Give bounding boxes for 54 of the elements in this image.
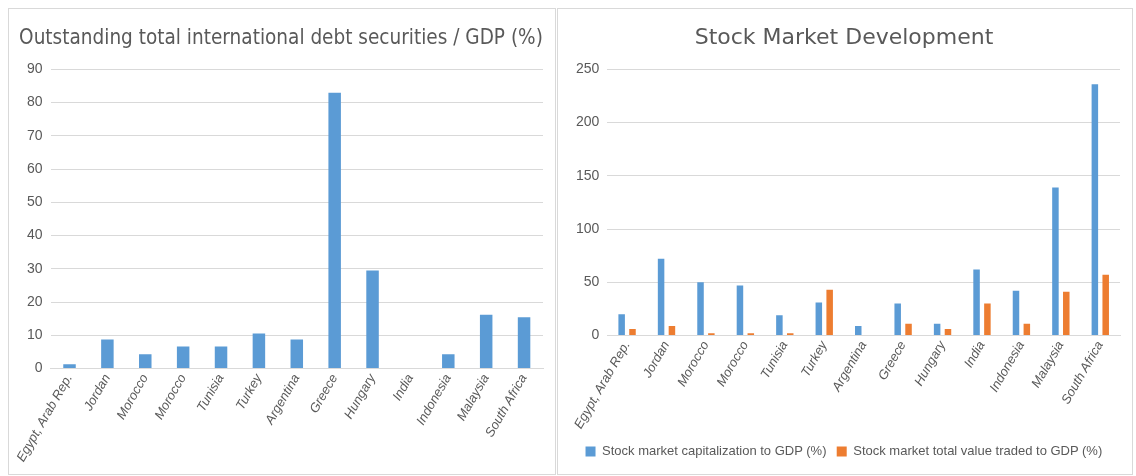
y-tick-label: 200 [576, 113, 600, 130]
y-tick-label: 100 [576, 219, 600, 236]
bar [366, 270, 379, 368]
bar [176, 346, 190, 368]
y-tick-label: 0 [34, 359, 43, 376]
bar [63, 364, 76, 368]
y-tick-label: 80 [26, 93, 43, 110]
bar [905, 323, 912, 335]
bar [1063, 291, 1070, 335]
bar [973, 269, 980, 335]
bar [933, 323, 941, 335]
bar [657, 258, 665, 335]
y-tick-label: 90 [26, 60, 43, 77]
bar [776, 315, 783, 335]
y-tick-label: 40 [26, 226, 43, 243]
y-tick-label: 150 [576, 166, 600, 183]
bar [894, 303, 901, 335]
bar [252, 333, 266, 368]
bar [1012, 290, 1020, 335]
y-tick-label: 0 [591, 326, 600, 343]
bar [442, 354, 455, 368]
y-tick-label: 60 [26, 159, 43, 176]
y-tick-label: 50 [583, 273, 600, 290]
bar [1091, 84, 1099, 335]
chart-title: Stock Market Development [694, 23, 994, 49]
bar [214, 346, 228, 368]
bar [629, 329, 636, 335]
bar [290, 339, 304, 368]
bar [1023, 323, 1031, 335]
bar [1102, 274, 1109, 335]
y-tick-label: 30 [26, 259, 43, 276]
bar [855, 325, 862, 335]
bar [826, 289, 833, 335]
y-tick-label: 20 [26, 292, 43, 309]
bar [328, 92, 341, 368]
chart-title: Outstanding total international debt securities / GDP (%) [19, 23, 543, 50]
legend-label: Stock market total value traded to GDP (%) [853, 443, 1103, 459]
bar [944, 329, 952, 335]
y-tick-label: 250 [576, 60, 600, 77]
bar [139, 354, 152, 368]
bar [984, 303, 991, 335]
bar [668, 325, 676, 335]
bar [101, 339, 114, 368]
y-tick-label: 70 [26, 126, 43, 143]
bar [1052, 187, 1059, 335]
bar [815, 302, 823, 335]
bar [736, 285, 744, 335]
bar [517, 317, 531, 368]
bar [479, 314, 493, 368]
y-tick-label: 50 [26, 193, 43, 210]
legend-label: Stock market capitalization to GDP (%) [602, 443, 827, 459]
bar [697, 282, 704, 335]
bar [618, 314, 625, 335]
y-tick-label: 10 [26, 326, 43, 343]
